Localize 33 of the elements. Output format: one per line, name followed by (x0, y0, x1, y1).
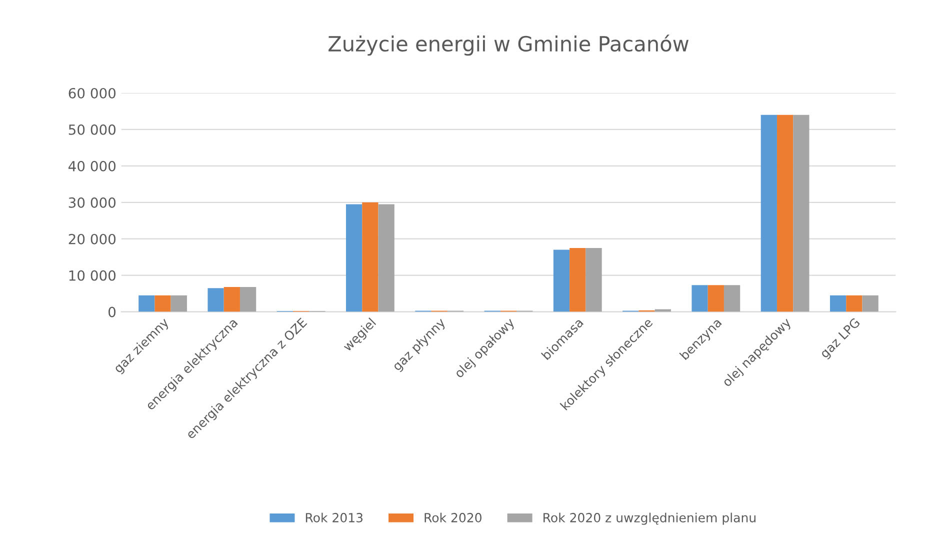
y-tick-label: 60 000 (68, 88, 116, 98)
bar (240, 286, 256, 312)
bar (170, 295, 187, 312)
chart-title: Zużycie energii w Gminie Pacanów (328, 34, 689, 56)
legend-label: Rok 2020 z uwzględnieniem planu (544, 512, 756, 525)
bar (846, 295, 862, 312)
y-tick-label: 30 000 (68, 197, 116, 208)
bar (776, 114, 794, 312)
legend-label: Rok 2020 (424, 512, 482, 522)
bar (793, 114, 810, 312)
bar (154, 295, 171, 312)
bar (692, 285, 708, 312)
bar (346, 204, 362, 312)
legend-label: Rok 2013 (306, 512, 363, 522)
bar (654, 309, 671, 312)
bar (553, 250, 570, 312)
bar (138, 295, 155, 312)
bar (570, 248, 586, 312)
bar (724, 285, 740, 312)
bar (224, 286, 240, 312)
bar (378, 204, 394, 312)
bar (830, 295, 846, 312)
bar (862, 295, 878, 312)
y-tick-label: 10 000 (69, 270, 116, 281)
bar (760, 114, 777, 312)
bar (708, 285, 724, 312)
y-tick-label: 40 000 (68, 160, 116, 172)
bar (362, 202, 378, 312)
bar (208, 288, 224, 312)
bar (586, 248, 602, 312)
y-tick-label: 50 000 (68, 124, 116, 135)
y-tick-label: 20 000 (68, 234, 116, 244)
y-tick-label: 0 (108, 306, 116, 318)
